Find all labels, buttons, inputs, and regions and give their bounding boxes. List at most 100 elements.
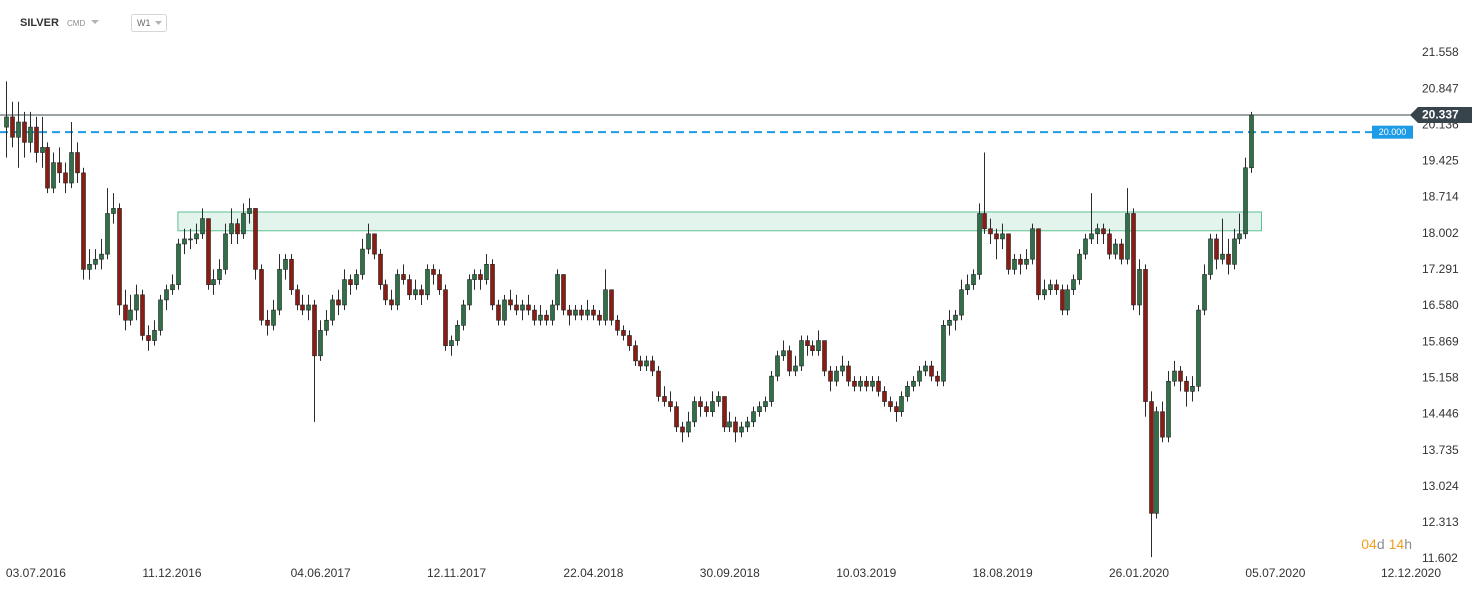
candle-body [1208,238,1213,275]
candle-body [69,152,74,184]
candle-body [870,380,875,387]
countdown-part: 14 [1389,536,1405,552]
candle-body [211,279,216,285]
candle-body [911,380,916,387]
toolbar: SILVER CMD W1 [20,14,167,32]
candle-body [508,299,513,306]
y-tick-label: 16.580 [1422,298,1459,312]
candle-body [188,238,193,241]
candle-body [532,309,537,321]
y-tick-label: 18.714 [1422,190,1459,204]
plot-area: 11.602 12.313 13.024 13.735 14.446 15.158 15.8… [0,45,1472,580]
candle-body [1048,284,1053,291]
candle-body [472,274,477,280]
candle-body [633,345,638,362]
y-tick-label: 13.024 [1422,479,1459,493]
x-tick-label: 03.07.2016 [6,566,66,580]
last-price-tag [1410,107,1472,124]
candle-body [1143,269,1148,402]
candle-body [621,330,626,336]
candle-body [63,172,68,184]
candle-body [573,309,578,316]
candle-body [1000,233,1005,240]
candle-body [271,309,276,326]
candle-body [757,406,762,413]
candle-body [905,386,910,397]
candle-body [93,258,98,265]
candle-body [947,319,952,326]
candle-body [923,365,928,372]
candle-body [194,233,199,240]
candle-body [953,314,958,321]
y-tick-label: 19.425 [1422,154,1459,168]
alert-tag-box [1372,125,1413,139]
candle-body [490,264,495,306]
candle-body [229,223,234,235]
candle-body [1042,289,1047,296]
interval-button[interactable] [131,14,167,32]
candle-body [1095,228,1100,235]
candle-body [775,355,780,377]
candle-body [496,304,501,321]
candle-body [816,340,821,352]
candle-body [745,421,750,428]
candle-body [716,396,721,402]
candle-body [941,325,946,382]
candle-body [555,274,560,306]
market-label: CMD [67,19,85,28]
y-tick-label: 12.313 [1422,515,1459,529]
candle-body [164,289,169,301]
symbol-name[interactable]: SILVER [20,17,59,29]
candle-body [894,406,899,413]
candle-body [1131,213,1136,306]
symbol-dropdown[interactable] [91,20,99,24]
candle-body [544,314,549,321]
candle-body [1184,380,1189,392]
candle-body [1089,233,1094,240]
candle-body [117,208,122,306]
candle-body [407,279,412,296]
y-tick-label: 21.558 [1422,45,1459,59]
candle-body [550,304,555,321]
x-tick-label: 30.09.2018 [700,566,760,580]
y-tick-label: 20.847 [1422,81,1459,95]
candle-body [449,340,454,346]
countdown-part: 04 [1361,536,1377,552]
candle-body [312,304,317,357]
candle-body [899,396,904,413]
candle-body [805,340,810,346]
candle-body [971,274,976,285]
candle-body [1125,213,1130,260]
candle-body [1154,411,1159,514]
candle-body [383,284,388,301]
candle-body [828,370,833,382]
candle-body [668,401,673,407]
candle-body [105,213,110,255]
candle-body [10,116,15,138]
candle-body [846,365,851,382]
zone [177,211,1263,232]
candle-body [644,360,649,367]
candle-body [300,304,305,311]
candle-body [852,380,857,387]
y-tick-label: 18.002 [1422,226,1459,240]
candle-body [591,309,596,316]
candle-body [16,121,21,138]
candle-body [283,258,288,270]
candle-body [1018,258,1023,265]
candle-body [123,304,128,321]
candle-body [419,289,424,296]
candle-body [378,253,383,285]
candle-body [289,258,294,291]
candle-body [793,365,798,372]
candle-body [727,421,732,428]
candle-body [253,208,258,270]
candle-body [443,289,448,346]
candle-body [372,233,377,255]
candle-body [360,248,365,275]
candle-body [34,126,39,153]
candle-body [822,340,827,372]
candle-body [526,304,531,311]
candle-body [1190,386,1195,392]
candle-body [324,319,329,331]
